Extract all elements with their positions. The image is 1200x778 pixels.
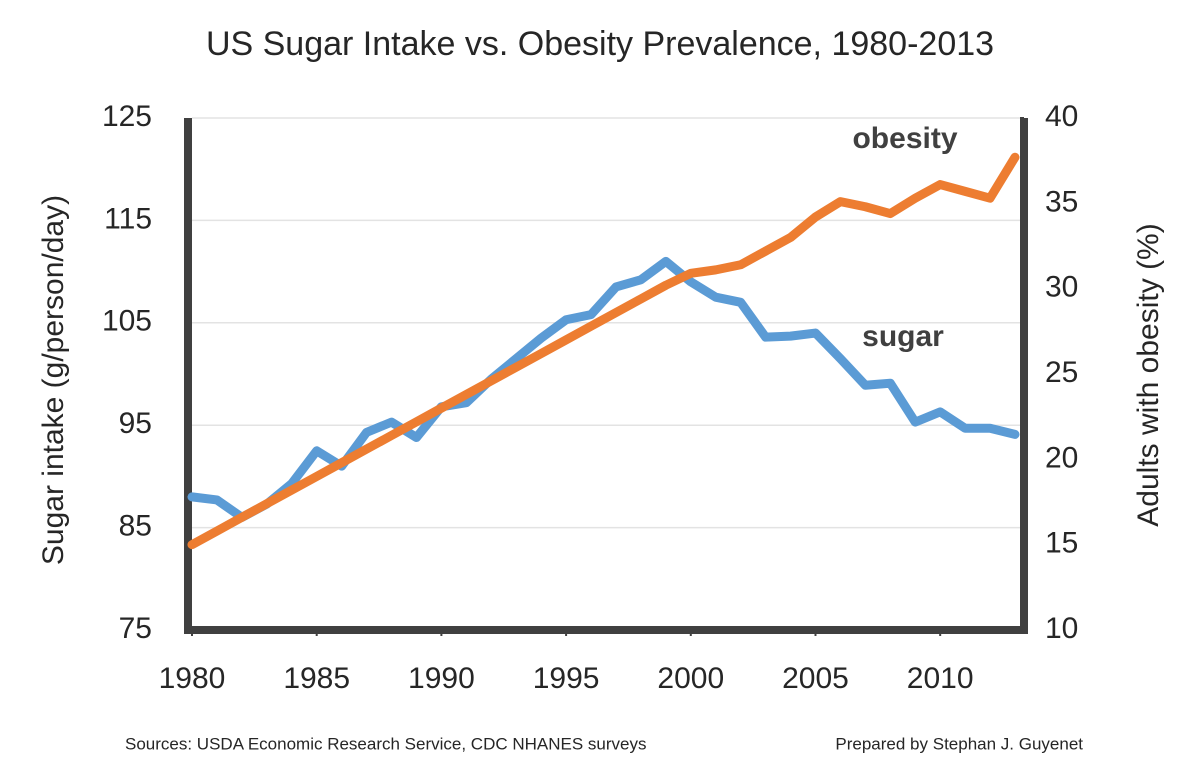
y2-tick-label: 20 <box>1045 441 1078 474</box>
y2-tick-label: 35 <box>1045 185 1078 218</box>
y-tick-label: 115 <box>104 202 152 235</box>
chart-title: US Sugar Intake vs. Obesity Prevalence, … <box>206 25 994 63</box>
x-tick-label: 2005 <box>782 662 849 695</box>
y2-tick-label: 10 <box>1045 612 1078 645</box>
y-tick-label: 95 <box>119 407 152 440</box>
x-tick-label: 1980 <box>159 662 226 695</box>
x-tick-label: 2000 <box>657 662 724 695</box>
y2-tick-label: 30 <box>1045 271 1078 304</box>
source-note: Sources: USDA Economic Research Service,… <box>125 734 647 753</box>
series-line <box>187 256 1020 522</box>
y2-tick-label: 40 <box>1045 100 1078 133</box>
credit-note: Prepared by Stephan J. Guyenet <box>835 734 1083 753</box>
y-tick-label: 85 <box>119 510 152 543</box>
y-tick-label: 75 <box>119 612 152 645</box>
series-annotation: sugar <box>862 320 944 353</box>
x-tick-label: 1985 <box>283 662 350 695</box>
series-annotation: obesity <box>852 122 957 155</box>
y2-axis-label: Adults with obesity (%) <box>1132 223 1165 526</box>
series-line <box>187 152 1020 550</box>
y2-tick-label: 15 <box>1045 527 1078 560</box>
x-tick-label: 1995 <box>533 662 600 695</box>
x-tick-label: 2010 <box>907 662 974 695</box>
y-tick-label: 125 <box>102 100 152 133</box>
y-tick-label: 105 <box>102 305 152 338</box>
y2-tick-label: 25 <box>1045 356 1078 389</box>
x-tick-label: 1990 <box>408 662 475 695</box>
y-axis-label: Sugar intake (g/person/day) <box>37 195 70 565</box>
